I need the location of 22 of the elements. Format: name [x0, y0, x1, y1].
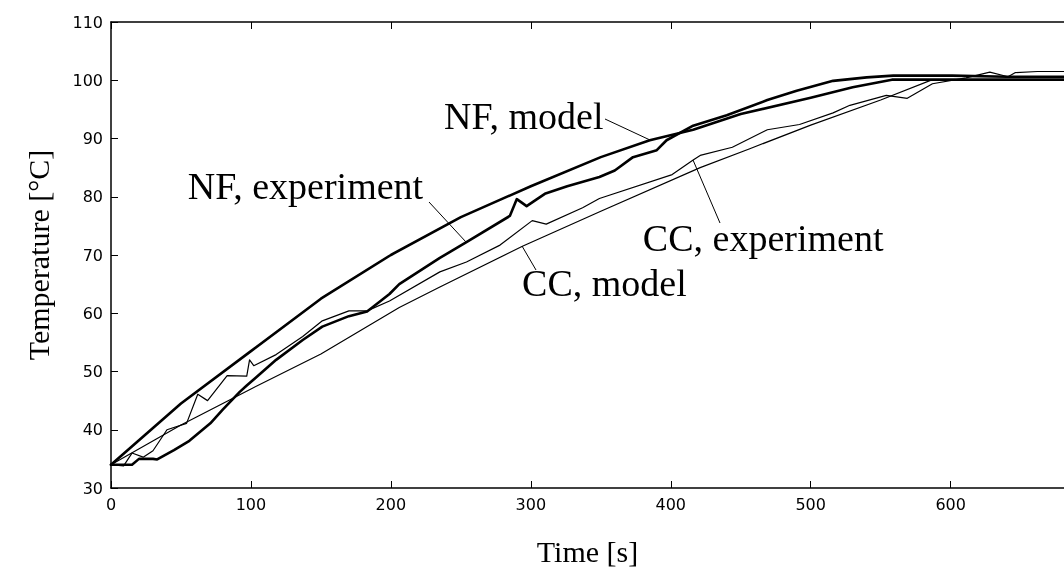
annotation: CC, experiment	[642, 216, 884, 261]
y-tick-label: 30	[82, 478, 103, 498]
annotation: CC, model	[522, 261, 687, 306]
y-tick-label: 60	[82, 303, 103, 323]
x-tick-label: 0	[105, 494, 117, 514]
y-tick-label: 80	[82, 187, 103, 207]
x-tick-label: 400	[655, 494, 687, 514]
annotation: NF, experiment	[187, 164, 424, 209]
x-tick-label: 100	[235, 494, 267, 514]
y-tick-label: 100	[72, 70, 103, 90]
x-tick-label: 600	[935, 494, 966, 514]
y-tick-label: 90	[82, 129, 103, 148]
x-tick-label: 200	[375, 494, 407, 514]
x-tick-label: 300	[515, 494, 547, 514]
y-tick-label: 110	[72, 12, 103, 32]
y-axis-title: Temperature [°C]	[21, 149, 55, 361]
x-axis-title: Time [s]	[536, 534, 639, 568]
x-tick-label: 500	[795, 494, 826, 514]
y-tick-label: 70	[82, 245, 103, 265]
y-tick-label: 50	[82, 362, 103, 381]
y-tick-label: 40	[82, 420, 103, 440]
annotation: NF, model	[444, 94, 604, 139]
